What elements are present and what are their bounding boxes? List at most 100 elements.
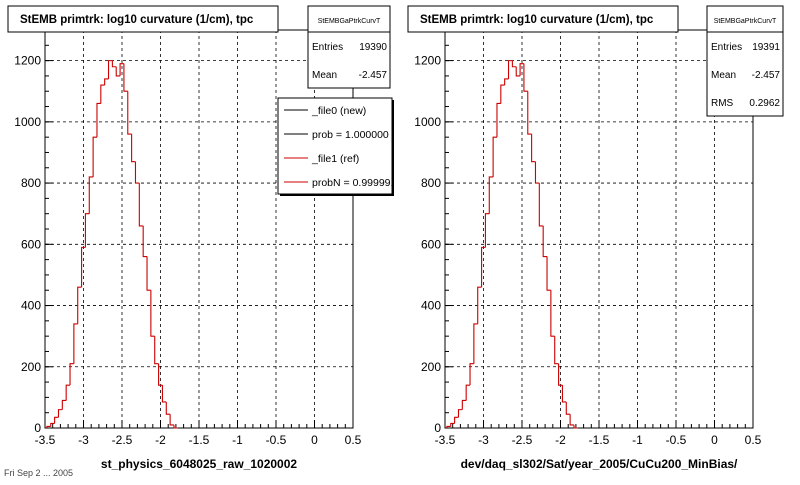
stats-label: Mean [711,70,736,81]
y-tick-label: 1200 [14,54,41,68]
histogram-bin [511,60,517,68]
stats-name: StEMBGaPtrkCurvT [714,18,777,25]
stats-value: 19390 [359,42,387,53]
histogram-bin [465,384,471,401]
histogram-bin [138,183,144,227]
histogram-bin [484,213,490,248]
histogram-bin [84,213,90,248]
histogram-bin [158,363,163,386]
histogram-bin [515,66,521,77]
histogram-bin [473,323,478,364]
legend: _file0 (new) prob = 1.000000 _file1 (ref) p… [277,97,394,196]
x-tick-label: -1 [232,433,243,447]
histogram-bin [131,134,136,163]
y-tick-label: 800 [21,176,41,190]
histogram-bin [457,409,463,418]
histogram-bin [161,385,167,403]
histogram-bin [504,78,509,86]
legend-entry-label: prob = 1.000000 [312,129,389,141]
x-tick-label: 0 [311,433,318,447]
y-tick-label: 1000 [14,115,41,129]
histogram-bin [534,161,540,184]
plot-title: StEMB primtrk: log10 curvature (1/cm), t… [20,14,254,26]
histogram-bin [115,66,121,77]
histogram-bin [127,91,132,135]
histogram-bin [554,336,559,365]
histogram-bin [531,134,536,163]
histogram-bin [565,401,571,415]
histogram-bin [119,63,124,76]
title-box [7,5,279,33]
y-tick-label: 200 [21,360,41,374]
y-tick-label: 1200 [414,54,441,68]
histogram-bin [450,422,455,427]
histogram-bin [558,363,563,386]
histogram-bin [173,424,178,429]
histogram-bin [96,102,101,138]
histogram-bin [104,78,109,86]
x-tick-label: -2 [155,433,166,447]
x-tick-label: -1.5 [189,433,210,447]
stats-box [307,5,391,89]
histogram-bin [523,63,528,92]
stats-name: StEMBGaPtrkCurvT [318,18,381,25]
legend-entry-label: _file1 (ref) [311,153,359,165]
histogram-bin [57,409,63,418]
y-tick-label: 600 [21,237,41,251]
stats-box [706,5,784,117]
histogram-bin [165,401,171,415]
histogram-bin [46,425,51,428]
x-axis-label: st_physics_6048025_raw_1020002 [101,457,297,471]
histogram-bin [61,399,67,410]
footer-timestamp: Fri Sep 2 ... 2005 [4,468,74,478]
x-tick-label: 0.5 [345,433,362,447]
y-tick-label: 0 [34,421,41,435]
histogram-bin [50,422,55,427]
x-tick-label: -3.5 [435,433,456,447]
stats-label: Entries [711,42,742,53]
histogram-bin [550,290,555,337]
histogram-bin [111,60,117,68]
x-tick-label: -2.5 [112,433,133,447]
histogram-bin [461,399,467,410]
histogram-bin [546,256,551,291]
x-tick-label: 0.5 [745,433,762,447]
series--file1-ref- [446,60,578,429]
histogram-bin [454,416,459,424]
histogram-bin [538,183,544,227]
histogram-bin [500,84,505,104]
histogram-bin [154,336,159,365]
legend-box [277,97,393,195]
x-tick-label: -2.5 [512,433,533,447]
x-tick-label: -3 [478,433,489,447]
y-tick-label: 200 [421,360,441,374]
histogram-bin [88,176,94,214]
x-tick-label: -1 [632,433,643,447]
plot-panel-2: -3.5 -3 -2.5 -2 -1.5 -1 -0.5 0 0.5 0 200 400 600 800 1… [407,5,784,471]
histogram-bin [150,290,155,337]
histogram-bin [134,161,140,184]
histogram-bin [73,323,78,364]
y-tick-label: 400 [21,299,41,313]
y-tick-label: 800 [421,176,441,190]
histogram-bin [542,225,548,258]
plot-title: StEMB primtrk: log10 curvature (1/cm), t… [420,14,654,26]
x-tick-label: -0.5 [666,433,687,447]
stats-label: RMS [711,98,734,109]
title-box [407,5,679,33]
histogram-bin [469,363,474,386]
plot-panel-1: -3.5 -3 -2.5 -2 -1.5 -1 -0.5 0 0.5 0 200 400 600 800 1… [7,5,394,471]
histogram-bin [107,60,113,79]
y-tick-label: 1000 [414,115,441,129]
x-tick-label: 0 [711,433,718,447]
x-tick-label: -3 [78,433,89,447]
histogram-bin [142,225,148,258]
histogram-bin [146,256,151,291]
histogram-bin [573,424,578,429]
histogram-bin [519,63,524,76]
histogram-bin [492,136,497,177]
histogram-bin [569,414,574,426]
stats-value: 0.2962 [749,98,780,109]
